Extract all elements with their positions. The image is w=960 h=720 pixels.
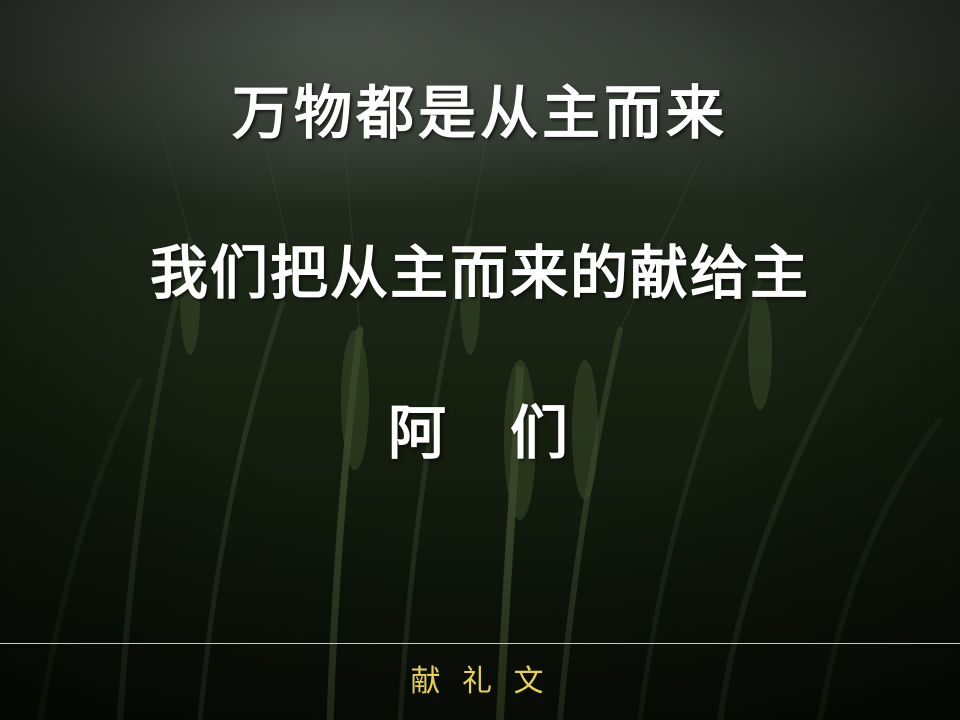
amen-first-char: 阿	[387, 399, 450, 467]
amen-second-char: 们	[510, 399, 573, 467]
slide-line-2: 我们把从主而来的献给主	[149, 239, 810, 307]
slide-line-1: 万物都是从主而来	[231, 79, 728, 147]
footer-label: 献 礼 文	[410, 664, 550, 699]
slide-line-3: 阿们	[0, 398, 960, 468]
footer-divider	[0, 643, 960, 644]
